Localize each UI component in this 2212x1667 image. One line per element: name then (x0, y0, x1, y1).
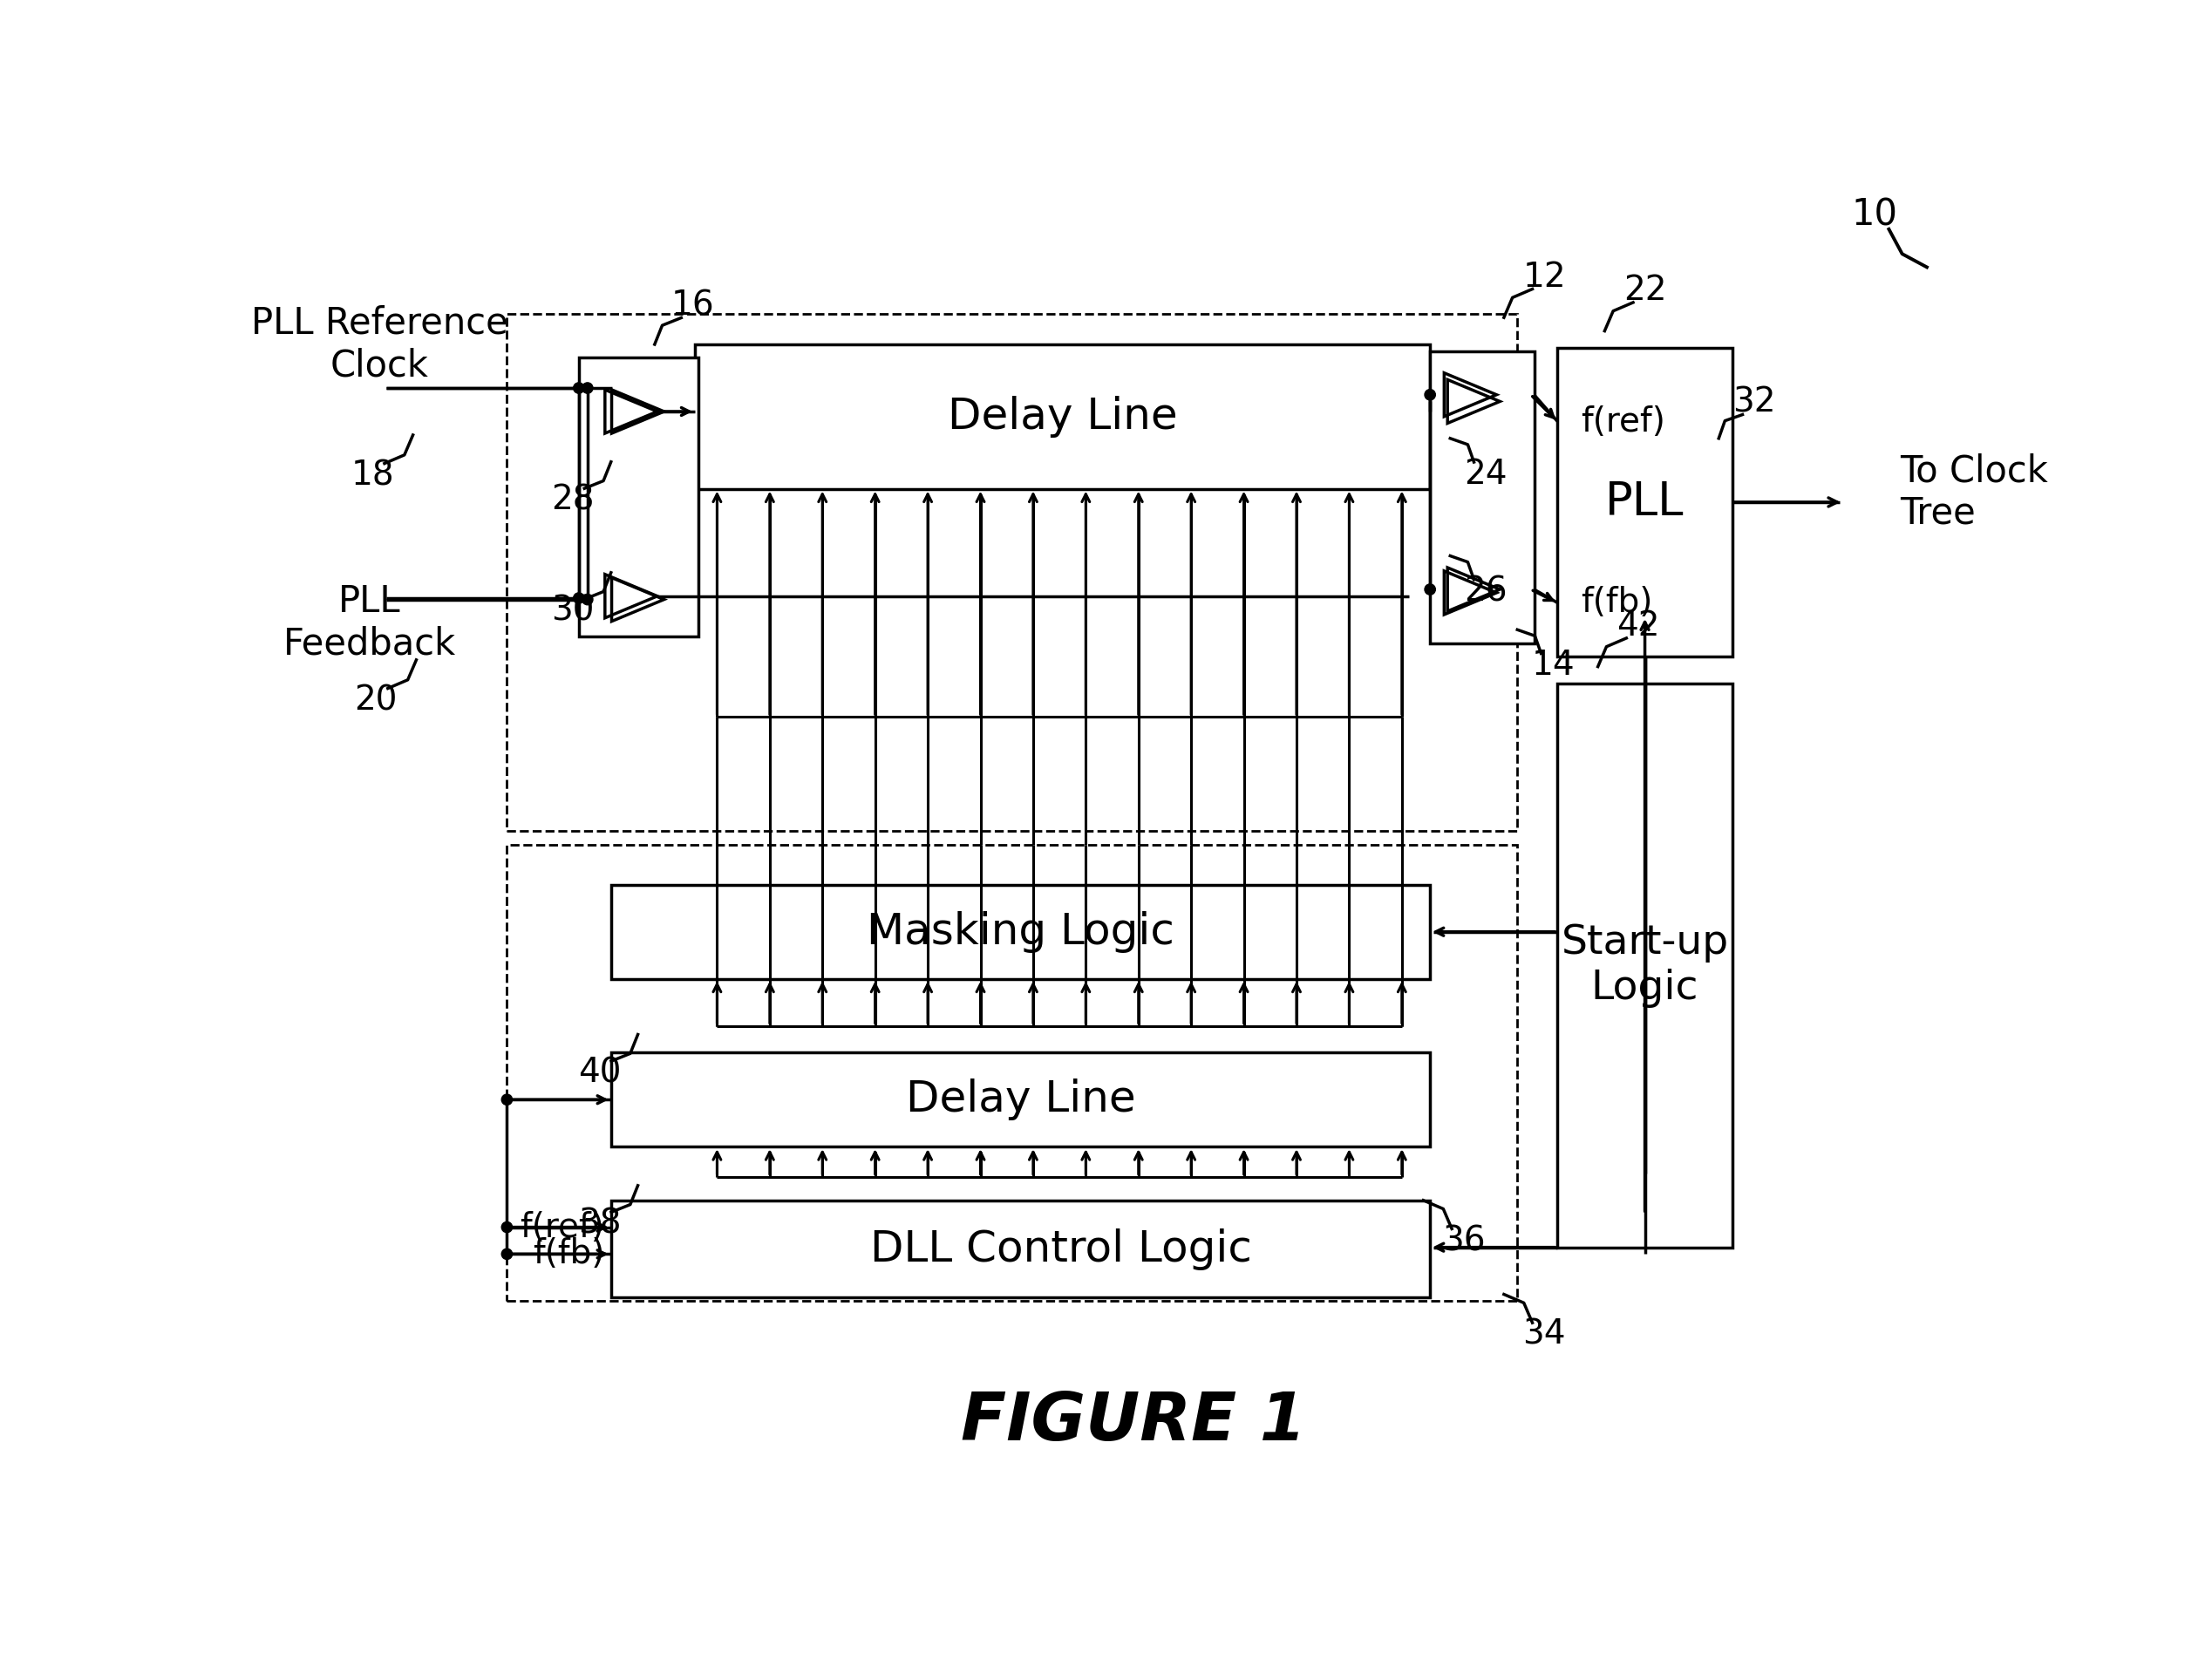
Text: 12: 12 (1522, 260, 1566, 293)
Text: 20: 20 (354, 683, 398, 717)
Text: 22: 22 (1624, 273, 1666, 307)
Text: Masking Logic: Masking Logic (867, 910, 1175, 954)
Text: DLL Control Logic: DLL Control Logic (869, 1229, 1252, 1270)
Text: f(ref): f(ref) (520, 1210, 604, 1244)
Circle shape (582, 593, 593, 605)
Bar (611, 1200, 1429, 1297)
Text: PLL
Feedback: PLL Feedback (283, 583, 456, 662)
Text: Delay Line: Delay Line (905, 1079, 1135, 1120)
Text: 42: 42 (1617, 610, 1659, 643)
Circle shape (582, 383, 593, 393)
Bar (695, 345, 1429, 488)
Text: 28: 28 (551, 483, 595, 517)
Text: Delay Line: Delay Line (947, 395, 1177, 437)
Circle shape (502, 1094, 513, 1105)
Text: 36: 36 (1442, 1224, 1484, 1257)
Bar (611, 885, 1429, 979)
Text: 38: 38 (577, 1207, 622, 1240)
Bar (1557, 348, 1732, 657)
Circle shape (1425, 390, 1436, 400)
Text: 24: 24 (1464, 457, 1506, 490)
Text: 18: 18 (352, 458, 394, 492)
Text: Start-up
Logic: Start-up Logic (1562, 924, 1730, 1007)
Circle shape (502, 1249, 513, 1259)
Text: f(ref): f(ref) (1582, 405, 1666, 438)
Text: 10: 10 (1851, 197, 1898, 233)
Text: FIGURE 1: FIGURE 1 (960, 1390, 1307, 1454)
Text: 30: 30 (551, 595, 595, 628)
Text: 14: 14 (1531, 648, 1575, 682)
Text: f(fb): f(fb) (1582, 587, 1652, 620)
Text: PLL Reference
Clock: PLL Reference Clock (250, 305, 509, 383)
Text: 26: 26 (1464, 575, 1506, 608)
Text: 32: 32 (1732, 387, 1776, 420)
Text: f(fb): f(fb) (533, 1237, 604, 1270)
Bar (1557, 683, 1732, 1247)
Text: 34: 34 (1522, 1319, 1566, 1352)
Bar (580, 358, 699, 637)
Circle shape (573, 383, 584, 393)
Circle shape (1425, 583, 1436, 595)
Circle shape (573, 593, 584, 603)
Bar (507, 313, 1517, 832)
Bar (1429, 352, 1535, 643)
Bar (611, 1052, 1429, 1147)
Text: 16: 16 (672, 290, 714, 322)
Text: 40: 40 (577, 1057, 622, 1090)
Text: PLL: PLL (1606, 480, 1683, 525)
Circle shape (502, 1222, 513, 1232)
Bar (507, 845, 1517, 1300)
Text: To Clock
Tree: To Clock Tree (1900, 452, 2048, 532)
